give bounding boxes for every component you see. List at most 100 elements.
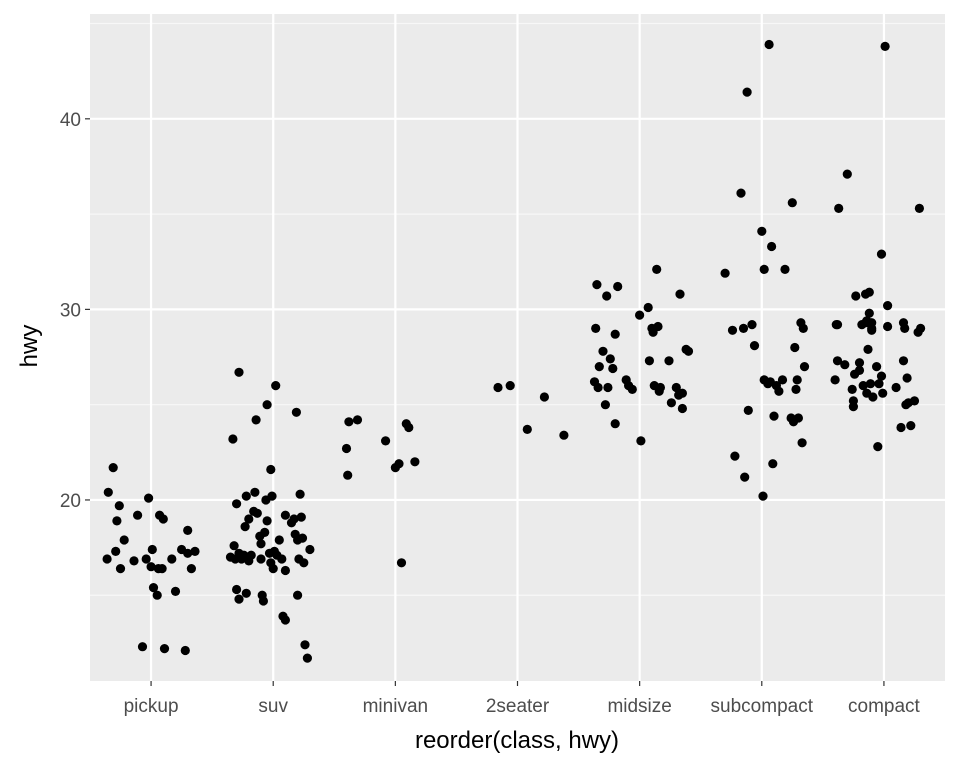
data-point <box>872 362 882 372</box>
y-axis-title: hwy <box>16 325 43 368</box>
data-point <box>302 653 312 663</box>
y-tick-label: 30 <box>60 300 81 321</box>
data-point <box>867 323 877 333</box>
data-point <box>854 365 865 375</box>
data-point <box>262 516 272 526</box>
data-point <box>891 382 901 393</box>
x-tick-label: compact <box>848 696 921 717</box>
data-point <box>246 550 256 560</box>
data-point <box>240 522 250 532</box>
data-point <box>256 539 266 549</box>
data-point <box>864 308 874 318</box>
data-point <box>769 411 779 421</box>
x-tick-label: midsize <box>607 696 671 717</box>
data-point <box>341 443 352 454</box>
data-point <box>790 342 800 353</box>
x-tick-label: minivan <box>363 696 428 717</box>
data-point <box>404 422 414 433</box>
data-point <box>864 287 874 297</box>
data-point <box>352 415 363 425</box>
data-point <box>671 382 681 393</box>
data-point <box>797 438 807 448</box>
data-point <box>635 310 645 320</box>
data-point <box>274 535 284 545</box>
data-point <box>865 379 876 389</box>
data-point <box>115 564 126 574</box>
data-point <box>603 382 613 393</box>
data-point <box>241 588 251 598</box>
data-point <box>157 564 167 574</box>
data-point <box>186 564 196 574</box>
data-point <box>636 436 646 446</box>
data-point <box>738 323 749 333</box>
data-point <box>736 188 746 198</box>
data-point <box>613 281 623 292</box>
data-point <box>591 323 601 333</box>
data-point <box>683 346 694 356</box>
data-point <box>600 400 611 410</box>
data-point <box>902 373 912 383</box>
data-point <box>167 554 177 564</box>
data-point <box>644 356 655 366</box>
data-point <box>767 241 777 252</box>
data-point <box>742 87 752 97</box>
data-point <box>234 367 244 377</box>
data-point <box>594 362 604 372</box>
data-point <box>299 558 309 568</box>
y-tick-label: 40 <box>60 110 81 131</box>
data-point <box>593 382 603 393</box>
data-point <box>295 489 305 499</box>
data-point <box>141 554 151 564</box>
data-point <box>232 499 242 509</box>
data-point <box>840 360 850 370</box>
data-point <box>592 280 602 290</box>
data-point <box>190 546 200 557</box>
data-point <box>119 535 129 545</box>
data-point <box>677 403 688 414</box>
data-point <box>655 382 666 393</box>
data-point <box>880 41 890 52</box>
data-point <box>133 510 143 520</box>
data-point <box>830 375 840 385</box>
data-point <box>764 39 774 50</box>
x-tick-label: suv <box>258 696 288 717</box>
data-point <box>267 491 277 501</box>
data-point <box>108 463 118 473</box>
data-point <box>602 291 612 301</box>
data-point <box>493 382 503 393</box>
data-point <box>252 508 262 518</box>
data-point <box>244 514 254 524</box>
x-axis-title: reorder(class, hwy) <box>415 727 619 754</box>
data-point <box>280 565 290 576</box>
data-point <box>747 320 757 330</box>
data-point <box>878 388 888 398</box>
data-point <box>727 325 738 335</box>
data-point <box>159 644 170 654</box>
data-point <box>848 396 859 406</box>
data-point <box>652 264 662 274</box>
data-point <box>758 491 768 501</box>
x-tick-label: 2seater <box>486 696 550 717</box>
data-point <box>787 198 797 208</box>
data-point <box>152 590 162 600</box>
data-point <box>610 329 620 339</box>
data-point <box>268 564 278 574</box>
data-point <box>900 323 910 333</box>
data-point <box>898 356 909 366</box>
data-point <box>914 203 925 213</box>
data-point <box>234 594 244 604</box>
data-point <box>605 354 615 364</box>
data-point <box>768 459 778 469</box>
data-point <box>774 386 784 396</box>
data-point <box>883 301 893 311</box>
data-point <box>627 384 637 394</box>
data-point <box>777 375 788 385</box>
data-point <box>262 400 272 410</box>
data-point <box>664 356 674 366</box>
data-point <box>300 640 310 650</box>
data-point <box>677 388 688 398</box>
data-point <box>158 514 168 524</box>
data-point <box>842 169 852 179</box>
data-point <box>832 356 843 366</box>
